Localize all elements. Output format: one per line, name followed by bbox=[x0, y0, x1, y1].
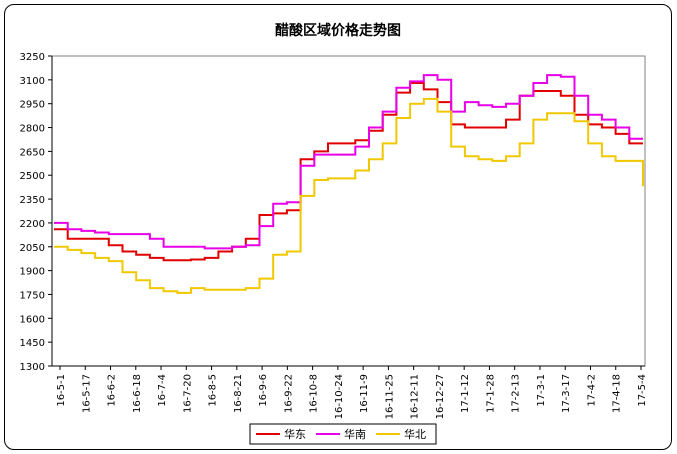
x-tick-label: 16-10-8 bbox=[309, 374, 320, 413]
x-tick-label: 17-1-28 bbox=[485, 374, 496, 413]
x-tick-label: 17-3-17 bbox=[561, 374, 572, 413]
x-tick-label: 17-4-2 bbox=[586, 374, 597, 407]
x-tick-label: 16-6-18 bbox=[132, 374, 143, 413]
x-tick-label: 16-7-20 bbox=[182, 374, 193, 413]
y-tick-label: 3250 bbox=[20, 52, 45, 63]
legend-label: 华北 bbox=[404, 427, 426, 441]
legend: 华东 华南 华北 bbox=[249, 423, 437, 445]
y-tick-label: 2050 bbox=[20, 243, 45, 254]
x-tick-label: 16-7-4 bbox=[157, 374, 168, 407]
x-tick-label: 16-12-27 bbox=[435, 374, 446, 419]
legend-label: 华南 bbox=[344, 427, 366, 441]
y-tick-label: 3100 bbox=[20, 76, 45, 87]
series-line-2 bbox=[54, 74, 643, 250]
x-tick-label: 16-9-6 bbox=[258, 374, 269, 407]
x-tick-label: 16-12-11 bbox=[410, 374, 421, 419]
y-tick-label: 2950 bbox=[20, 100, 45, 111]
x-tick-label: 17-3-1 bbox=[536, 374, 547, 407]
y-tick-label: 1900 bbox=[20, 267, 45, 278]
legend-box bbox=[249, 423, 437, 445]
x-tick-label: 17-1-12 bbox=[460, 374, 471, 413]
chart-title: 醋酸区域价格走势图 bbox=[275, 22, 401, 39]
y-tick-label: 1300 bbox=[20, 362, 45, 373]
x-tick-label: 17-5-4 bbox=[637, 374, 648, 407]
x-tick-label: 16-6-2 bbox=[107, 374, 118, 407]
y-tick-label: 2650 bbox=[20, 147, 45, 158]
y-tick-label: 2500 bbox=[20, 171, 45, 182]
plot-border bbox=[51, 55, 646, 367]
y-tick-label: 1450 bbox=[20, 338, 45, 349]
y-tick-label: 2800 bbox=[20, 124, 45, 135]
y-axis: 3250 3100 2950 2800 2650 2500 2350 2200 2050 1900… bbox=[20, 52, 53, 373]
x-tick-label: 16-10-24 bbox=[334, 374, 345, 419]
x-tick-label: 16-8-5 bbox=[208, 374, 219, 407]
x-tick-label: 16-5-1 bbox=[56, 374, 67, 407]
series-line-1 bbox=[54, 82, 643, 262]
x-tick-label: 16-8-21 bbox=[233, 374, 244, 413]
y-tick-label: 2200 bbox=[20, 219, 45, 230]
y-tick-label: 1750 bbox=[20, 290, 45, 301]
x-tick-label: 16-9-22 bbox=[283, 374, 294, 413]
x-tick-label: 17-2-13 bbox=[511, 374, 522, 413]
x-tick-label: 16-11-25 bbox=[384, 374, 395, 419]
x-tick-label: 16-5-17 bbox=[81, 374, 92, 413]
x-axis: 16-5-1 16-5-17 16-6-2 16-6-18 16-7-4 16-7-20 1… bbox=[52, 365, 648, 419]
series-group bbox=[54, 74, 644, 294]
series-line-3 bbox=[54, 97, 644, 294]
y-tick-label: 1600 bbox=[20, 314, 45, 325]
plot-area bbox=[51, 55, 646, 367]
y-tick-label: 2350 bbox=[20, 195, 45, 206]
legend-label: 华东 bbox=[284, 427, 306, 441]
x-tick-label: 17-4-18 bbox=[612, 374, 623, 413]
x-tick-label: 16-11-9 bbox=[359, 374, 370, 413]
